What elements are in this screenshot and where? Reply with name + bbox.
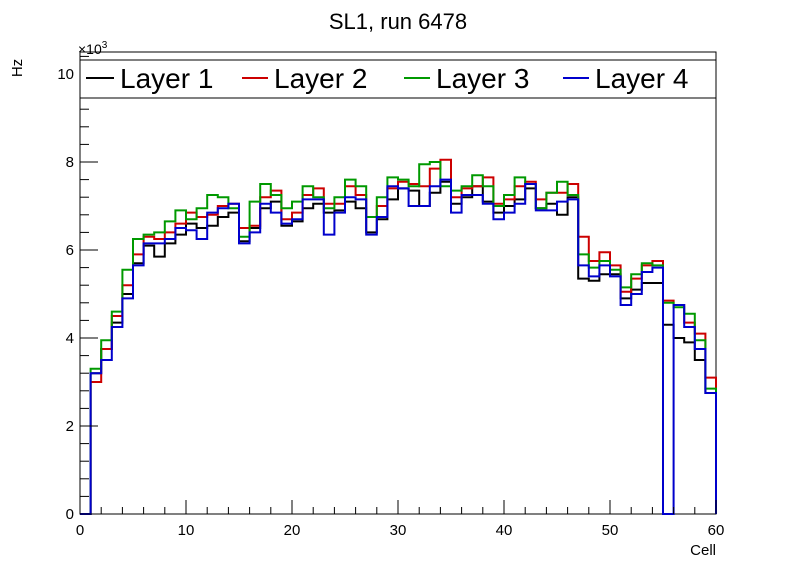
x-tick-label: 50 xyxy=(602,522,619,539)
x-tick-label: 40 xyxy=(496,522,513,539)
x-tick-label: 0 xyxy=(76,522,84,539)
plot-frame xyxy=(79,51,717,515)
y-axis-multiplier: ×103 xyxy=(78,40,108,57)
y-tick-label: 10 xyxy=(57,66,74,83)
x-tick-label: 10 xyxy=(178,522,195,539)
y-axis-label: Hz xyxy=(9,59,26,77)
y-tick-label: 6 xyxy=(66,242,74,259)
legend-label-layer-2: Layer 2 xyxy=(274,63,367,94)
legend-box xyxy=(79,59,717,99)
chart-title: SL1, run 6478 xyxy=(329,9,467,34)
legend-label-layer-4: Layer 4 xyxy=(595,63,688,94)
legend-label-layer-3: Layer 3 xyxy=(436,63,529,94)
x-tick-label: 20 xyxy=(284,522,301,539)
y-tick-label: 4 xyxy=(66,330,74,347)
y-tick-label: 2 xyxy=(66,418,74,435)
y-tick-label: 0 xyxy=(66,506,74,523)
series-line-layer-4 xyxy=(80,178,717,515)
legend-label-layer-1: Layer 1 xyxy=(120,63,213,94)
x-axis-label: Cell xyxy=(690,542,716,559)
x-tick-label: 60 xyxy=(708,522,725,539)
x-tick-label: 30 xyxy=(390,522,407,539)
y-tick-label: 8 xyxy=(66,154,74,171)
